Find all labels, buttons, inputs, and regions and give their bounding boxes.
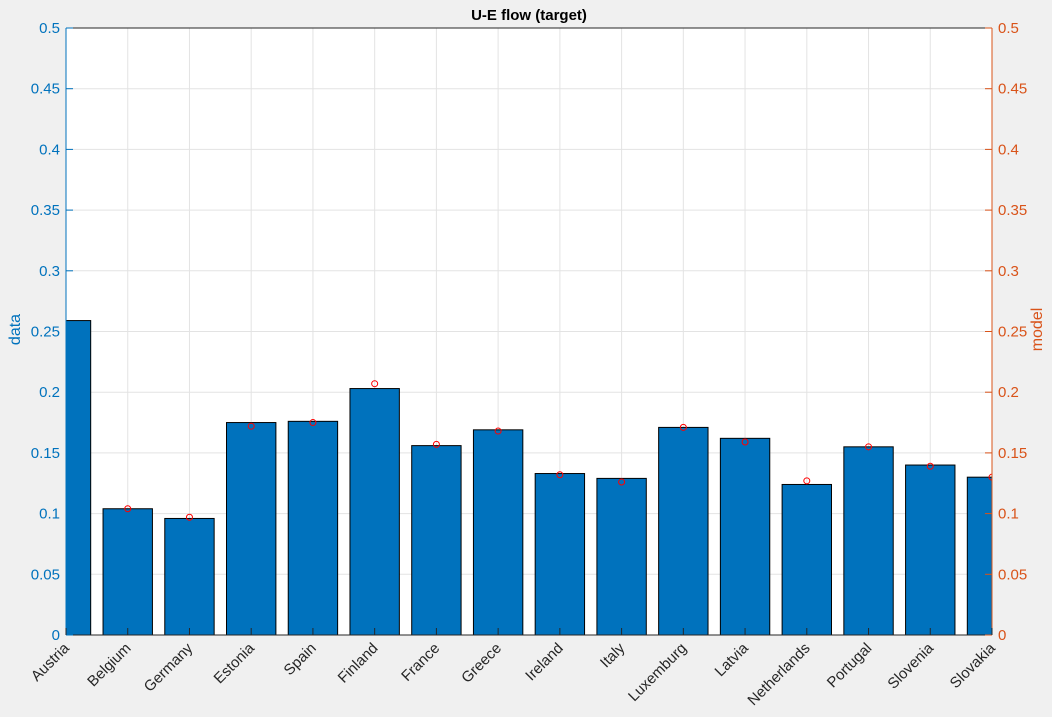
bar-latvia bbox=[719, 437, 771, 635]
bar-portugal bbox=[843, 446, 894, 635]
marker-france bbox=[432, 440, 440, 448]
left-tick-label: 0 bbox=[52, 627, 60, 644]
bar-estonia bbox=[226, 422, 277, 635]
left-tick-label: 0.3 bbox=[39, 263, 60, 280]
bar-belgium bbox=[102, 508, 153, 635]
bar-italy bbox=[596, 477, 647, 635]
right-axis-ticks: 0 0.05 0.1 0.15 0.2 0.25 0.3 0.35 0.4 0.45 0.5 bbox=[985, 20, 1027, 644]
left-tick-label: 0.5 bbox=[39, 20, 60, 37]
right-axis-label: model bbox=[1029, 308, 1046, 352]
left-axis-ticks: 0 0.05 0.1 0.15 0.2 0.25 0.3 0.35 0.4 0.45 0.5 bbox=[31, 20, 73, 644]
x-tick-label-estonia: Estonia bbox=[211, 639, 259, 687]
marker-finland bbox=[371, 380, 379, 388]
x-tick-label-slovakia: Slovakia bbox=[947, 639, 1000, 692]
marker-latvia bbox=[741, 438, 749, 446]
left-tick-label: 0.45 bbox=[31, 81, 60, 98]
x-tick-label-portugal: Portugal bbox=[824, 640, 876, 692]
bar-luxemburg bbox=[658, 426, 709, 635]
x-tick-label-belgium: Belgium bbox=[84, 640, 134, 690]
marker-italy bbox=[618, 478, 626, 486]
marker-portugal bbox=[865, 443, 873, 451]
data-bars bbox=[66, 320, 992, 635]
right-tick-label: 0.35 bbox=[998, 202, 1027, 219]
marker-luxemburg bbox=[679, 423, 687, 431]
x-tick-label-ireland: Ireland bbox=[522, 640, 566, 684]
bar-greece bbox=[472, 429, 524, 635]
marker-greece bbox=[494, 427, 502, 435]
left-tick-label: 0.05 bbox=[31, 566, 60, 583]
marker-germany bbox=[185, 513, 193, 521]
bar-france bbox=[411, 445, 462, 635]
left-tick-label: 0.35 bbox=[31, 202, 60, 219]
x-tick-label-netherlands: Netherlands bbox=[744, 640, 813, 709]
left-tick-label: 0.4 bbox=[39, 141, 60, 158]
x-tick-label-austria: Austria bbox=[28, 639, 73, 684]
x-tick-label-luxemburg: Luxemburg bbox=[625, 640, 690, 705]
bar-germany bbox=[164, 517, 215, 635]
x-tick-label-latvia: Latvia bbox=[712, 639, 753, 680]
x-tick-label-greece: Greece bbox=[458, 640, 505, 687]
marker-netherlands bbox=[803, 477, 811, 485]
left-tick-label: 0.15 bbox=[31, 445, 60, 462]
right-tick-label: 0.4 bbox=[998, 141, 1019, 158]
left-tick-label: 0.2 bbox=[39, 384, 60, 401]
left-tick-label: 0.1 bbox=[39, 506, 60, 523]
marker-estonia bbox=[247, 422, 255, 430]
right-tick-label: 0 bbox=[998, 627, 1006, 644]
marker-slovenia bbox=[926, 462, 934, 470]
x-tick-label-spain: Spain bbox=[281, 640, 320, 679]
marker-ireland bbox=[556, 471, 564, 479]
right-tick-label: 0.25 bbox=[998, 324, 1027, 341]
marker-slovakia bbox=[988, 473, 992, 481]
x-tick-label-germany: Germany bbox=[141, 639, 197, 695]
bar-slovenia bbox=[905, 464, 956, 635]
x-tick-label-slovenia: Slovenia bbox=[884, 639, 937, 692]
right-tick-label: 0.05 bbox=[998, 566, 1027, 583]
right-tick-label: 0.1 bbox=[998, 506, 1019, 523]
x-axis-ticks: Austria Belgium Germany Estonia Spain Finland… bbox=[28, 628, 999, 709]
model-markers bbox=[124, 380, 992, 521]
right-tick-label: 0.15 bbox=[998, 445, 1027, 462]
left-axis-label: data bbox=[7, 314, 24, 345]
bar-finland bbox=[349, 388, 400, 635]
chart-title: U-E flow (target) bbox=[471, 7, 587, 24]
x-tick-label-finland: Finland bbox=[335, 640, 382, 687]
x-tick-label-france: France bbox=[398, 640, 443, 685]
right-tick-label: 0.3 bbox=[998, 263, 1019, 280]
right-tick-label: 0.5 bbox=[998, 20, 1019, 37]
marker-belgium bbox=[124, 505, 132, 513]
right-tick-label: 0.2 bbox=[998, 384, 1019, 401]
marker-spain bbox=[309, 419, 317, 427]
x-tick-label-italy: Italy bbox=[597, 639, 629, 671]
bar-ireland bbox=[534, 473, 586, 635]
bar-austria bbox=[66, 320, 92, 635]
left-tick-label: 0.25 bbox=[31, 324, 60, 341]
right-tick-label: 0.45 bbox=[998, 81, 1027, 98]
bar-spain bbox=[287, 420, 339, 635]
bar-netherlands bbox=[781, 483, 832, 635]
